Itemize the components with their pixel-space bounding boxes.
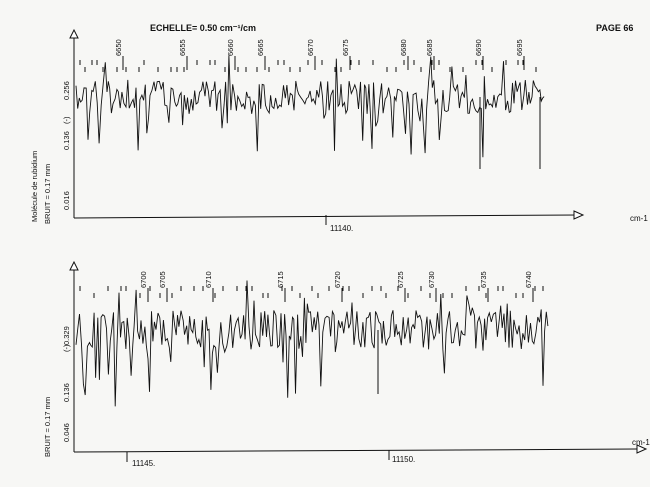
panel-1-line-markers: 6650 6655 6660 6665 6670 6675 6680 6685 6690 6695 <box>79 39 537 72</box>
line-number-label: 6670 <box>306 39 315 56</box>
molecule-label: Molécule de rubidium <box>30 151 39 222</box>
panel-1-marker-label: 11140. <box>330 224 353 233</box>
panel-2-line-markers: 6700 6705 6710 6715 6720 6725 6730 6735 6740 <box>79 271 544 302</box>
panel-2-axes <box>69 260 648 462</box>
line-number-label: 6705 <box>158 271 167 288</box>
spectrum-trace <box>75 55 545 158</box>
panel-2-y-sign: (-) <box>62 344 71 352</box>
line-number-label: 6735 <box>479 271 488 288</box>
line-number-label: 6690 <box>474 39 483 56</box>
line-number-label: 6720 <box>333 271 342 288</box>
scale-label: ECHELLE= 0.50 cm⁻¹/cm <box>150 23 256 33</box>
line-number-label: 6655 <box>178 39 187 56</box>
panel-2-y-tick-1: 0.136 <box>62 383 71 402</box>
panel-2-marker-label-1: 11145. <box>132 459 155 468</box>
line-number-label: 6675 <box>341 39 350 56</box>
line-number-label: 6695 <box>515 39 524 56</box>
panel-2-y-tick-2: 0.046 <box>62 423 71 442</box>
spectrum-trace <box>75 280 549 407</box>
line-number-label: 6685 <box>425 39 434 56</box>
panel-1-trace <box>75 55 545 169</box>
panel-2-marker-label-2: 11150. <box>392 455 415 464</box>
line-number-label: 6715 <box>276 271 285 288</box>
panel-2-trace <box>75 280 549 407</box>
line-number-label: 6725 <box>396 271 405 288</box>
noise-label-top: BRUIT = 0.17 mm <box>43 164 52 224</box>
panel-2-x-unit: cm-1 <box>632 438 650 447</box>
line-number-label: 6650 <box>114 39 123 56</box>
page-number: PAGE 66 <box>596 23 633 33</box>
panel-1-y-tick-0: 0.256 <box>62 81 71 100</box>
panel-1-y-tick-2: 0.016 <box>62 191 71 210</box>
line-number-label: 6740 <box>524 271 533 288</box>
line-number-label: 6700 <box>139 271 148 288</box>
line-number-label: 6710 <box>204 271 213 288</box>
panel-1-y-sign: (-) <box>62 116 71 124</box>
panel-1-y-tick-1: 0.136 <box>62 131 71 150</box>
line-number-label: 6665 <box>256 39 265 56</box>
panel-1-x-unit: cm-1 <box>630 214 648 223</box>
panel-1-axes <box>69 28 585 225</box>
line-number-label: 6660 <box>226 39 235 56</box>
line-number-label: 6730 <box>427 271 436 288</box>
noise-label-bottom: BRUIT = 0.17 mm <box>43 397 52 457</box>
panel-2-y-tick-0: 0.329 <box>62 326 71 345</box>
line-number-label: 6680 <box>399 39 408 56</box>
